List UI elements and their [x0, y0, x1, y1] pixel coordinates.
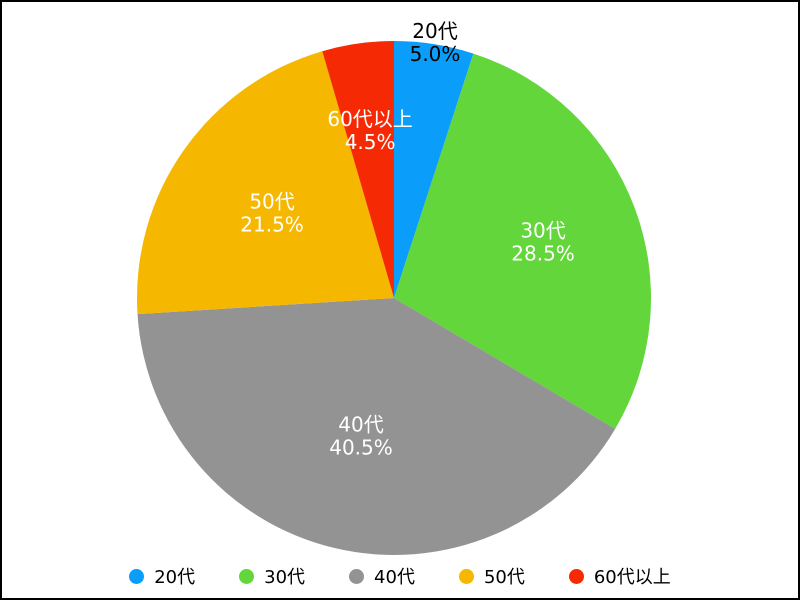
pie-slice-40s[interactable]: [137, 298, 616, 555]
pie-slice-50s[interactable]: [137, 51, 394, 315]
slice-percent-60s-plus: 4.5%: [345, 130, 396, 154]
legend-marker-40s: [349, 568, 365, 584]
slice-percent-20s: 5.0%: [410, 42, 461, 66]
legend-label-50s: 50代: [483, 567, 525, 588]
legend-marker-30s: [239, 568, 255, 584]
legend-marker-50s: [458, 568, 474, 584]
legend-label-20s: 20代: [154, 567, 196, 588]
pie-slice-60s-plus[interactable]: [322, 41, 394, 298]
legend-marker-60s-plus: [568, 568, 584, 584]
slice-category-40s: 40代: [338, 412, 383, 436]
legend-item-20s[interactable]: 20代: [129, 563, 195, 589]
slice-percent-50s: 21.5%: [240, 212, 304, 236]
legend-label-30s: 30代: [264, 567, 306, 588]
slice-percent-40s: 40.5%: [329, 435, 393, 459]
slice-percent-30s: 28.5%: [511, 242, 575, 266]
legend: 20代 30代 40代 50代 60代以上: [0, 562, 800, 590]
legend-item-50s[interactable]: 50代: [458, 563, 525, 589]
legend-item-30s[interactable]: 30代: [239, 563, 305, 589]
slice-category-60s-plus: 60代以上: [327, 107, 412, 131]
slice-category-50s: 50代: [249, 189, 294, 213]
slice-category-20s: 20代: [412, 19, 457, 43]
pie-slice-30s[interactable]: [394, 53, 651, 429]
legend-item-60s-plus[interactable]: 60代以上: [568, 563, 671, 589]
legend-marker-20s: [129, 568, 145, 584]
slice-category-30s: 30代: [520, 219, 565, 243]
legend-label-60s-plus: 60代以上: [593, 567, 671, 588]
pie-slice-20s[interactable]: [394, 41, 474, 298]
legend-label-40s: 40代: [374, 567, 415, 588]
legend-item-40s[interactable]: 40代: [349, 563, 415, 589]
